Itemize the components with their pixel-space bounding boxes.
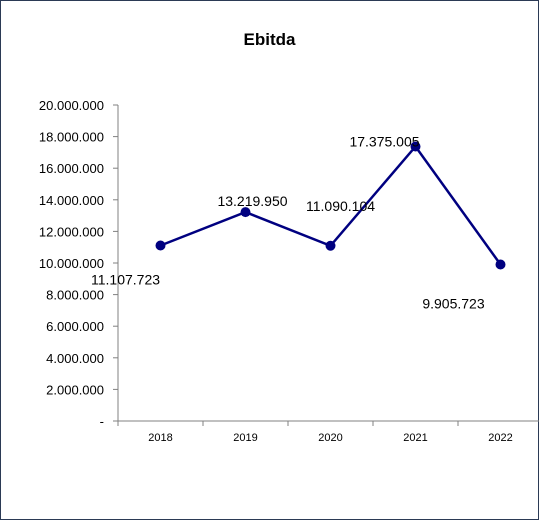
- y-tick-label: 2.000.000: [46, 382, 104, 397]
- y-tick-label: 14.000.000: [39, 193, 104, 208]
- y-tick-label: 18.000.000: [39, 130, 104, 145]
- data-point: [156, 240, 166, 250]
- y-tick-label: 8.000.000: [46, 288, 104, 303]
- y-tick-label: 16.000.000: [39, 161, 104, 176]
- data-point: [326, 241, 336, 251]
- data-label: 11.090.104: [306, 198, 375, 214]
- y-tick-label: 12.000.000: [39, 224, 104, 239]
- y-tick-label: -: [100, 414, 104, 429]
- x-tick-label: 2019: [233, 432, 257, 444]
- x-tick-label: 2022: [488, 432, 512, 444]
- x-tick-label: 2021: [403, 432, 427, 444]
- data-label: 11.107.723: [91, 271, 160, 287]
- x-tick-label: 2018: [148, 432, 172, 444]
- data-label: 9.905.723: [422, 295, 484, 311]
- data-point: [496, 259, 506, 269]
- y-tick-label: 4.000.000: [46, 351, 104, 366]
- y-tick-label: 10.000.000: [39, 256, 104, 271]
- y-tick-label: 6.000.000: [46, 319, 104, 334]
- data-label: 17.375.005: [349, 133, 419, 149]
- x-tick-label: 2020: [318, 432, 342, 444]
- data-label: 13.219.950: [217, 193, 287, 209]
- y-tick-label: 20.000.000: [39, 98, 104, 113]
